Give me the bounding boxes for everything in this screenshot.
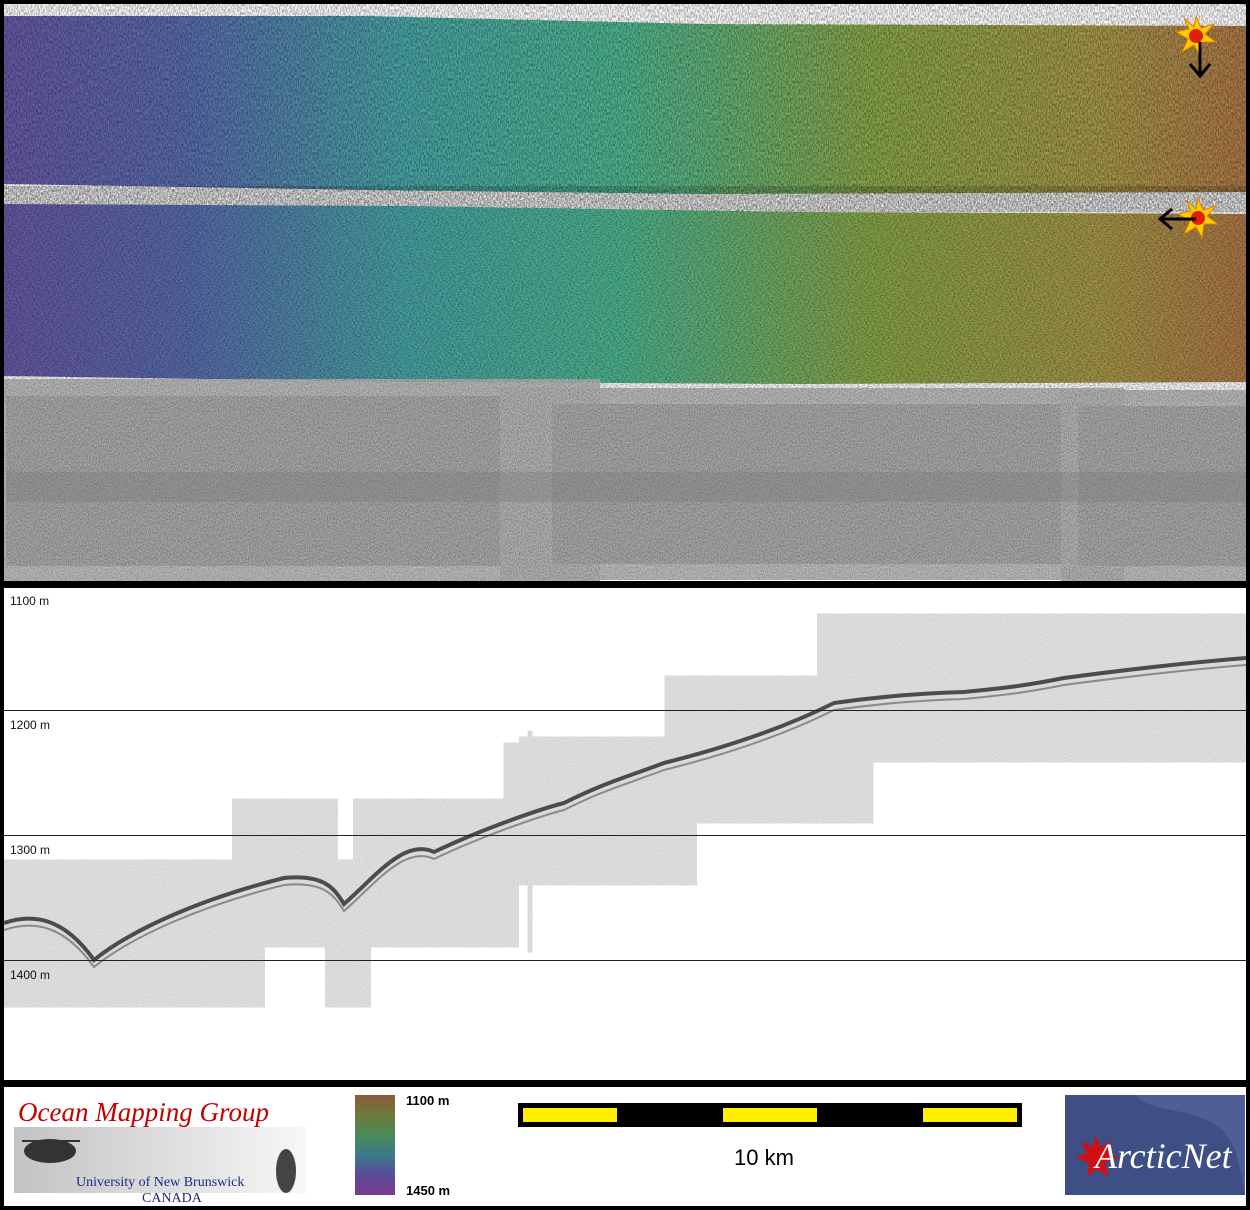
arcticnet-logo: ArcticNet bbox=[1065, 1095, 1245, 1195]
depth-colorbar bbox=[355, 1095, 395, 1195]
arcticnet-logo-graphic bbox=[1075, 1095, 1245, 1195]
echo-block bbox=[534, 749, 682, 873]
omg-subtitle-university: University of New Brunswick bbox=[76, 1175, 245, 1190]
scale-bar-segment bbox=[723, 1108, 817, 1122]
scale-bar bbox=[518, 1103, 1022, 1127]
bathymetry-strip-east-illumination bbox=[4, 204, 1246, 384]
colorbar-bottom-label: 1450 m bbox=[406, 1183, 451, 1198]
imagery-panel bbox=[4, 4, 1246, 581]
echo-block bbox=[4, 872, 241, 995]
bathymetry-strip-north-illumination bbox=[4, 16, 1246, 194]
depth-label-1300: 1300 m bbox=[10, 843, 51, 857]
backscatter-strip bbox=[6, 396, 1246, 566]
ocean-mapping-group-logo: Ocean Mapping Group University of New Br… bbox=[10, 1093, 310, 1206]
imagery-svg bbox=[4, 14, 1246, 566]
echo-block bbox=[506, 749, 527, 811]
echo-block bbox=[528, 749, 532, 934]
arrow-down-icon bbox=[1188, 42, 1212, 79]
colorbar-top-label: 1100 m bbox=[406, 1093, 450, 1108]
omg-title: Ocean Mapping Group bbox=[18, 1097, 269, 1127]
profile-svg bbox=[4, 626, 1246, 995]
subbottom-profile-panel: 1100 m 1200 m 1300 m 1400 m bbox=[4, 588, 1246, 1080]
sun-icon bbox=[1174, 14, 1218, 58]
scale-bar-segment bbox=[923, 1108, 1017, 1122]
depth-gridline-1300 bbox=[4, 835, 1246, 836]
omg-logo-graphic bbox=[14, 1127, 306, 1193]
depth-gridline-1200 bbox=[4, 710, 1246, 711]
depth-label-1400: 1400 m bbox=[10, 968, 51, 982]
arcticnet-wordmark: ArcticNet bbox=[1095, 1136, 1232, 1176]
legend-footer: Ocean Mapping Group University of New Br… bbox=[4, 1087, 1246, 1206]
depth-label-1200: 1200 m bbox=[10, 718, 51, 732]
arrow-left-icon bbox=[1157, 207, 1196, 231]
seafloor-reflector bbox=[4, 656, 1246, 969]
omg-subtitle-country: CANADA bbox=[142, 1191, 202, 1206]
scale-bar-segment bbox=[523, 1108, 617, 1122]
echo-sections bbox=[4, 626, 1246, 995]
sun-icon bbox=[1176, 196, 1220, 240]
scale-bar-label: 10 km bbox=[734, 1145, 794, 1170]
echo-block bbox=[241, 811, 329, 935]
depth-gridline-1400 bbox=[4, 960, 1246, 961]
depth-label-1100: 1100 m bbox=[10, 594, 50, 608]
